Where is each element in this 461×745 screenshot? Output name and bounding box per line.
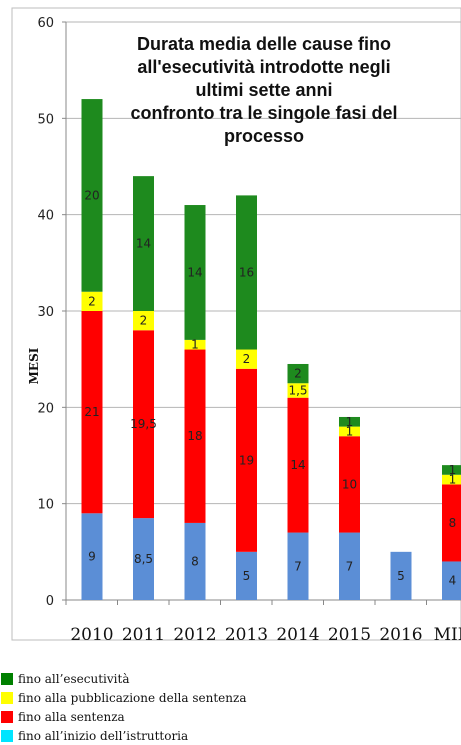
x-tick-label: 2013 — [225, 625, 268, 645]
data-label: 1 — [449, 463, 457, 477]
legend-label: fino alla sentenza — [18, 710, 125, 724]
bar-segment — [236, 551, 257, 600]
bar-segment — [236, 195, 257, 350]
data-label: 20 — [84, 188, 99, 202]
x-tick-label: 2010 — [70, 625, 113, 645]
y-tick-label: 10 — [37, 498, 54, 513]
bar-segment — [133, 176, 154, 311]
bar-segment — [339, 532, 360, 600]
grid-layer — [66, 21, 461, 505]
chart-title: Durata media delle cause fino all'esecuti… — [130, 34, 397, 146]
bar-segment — [287, 383, 309, 398]
data-label: 19 — [239, 453, 254, 467]
legend-label: fino all’esecutività — [18, 672, 129, 686]
legend-swatch — [1, 711, 13, 723]
data-label: 1 — [449, 473, 457, 487]
bar-segment — [442, 561, 461, 600]
bar-segment — [236, 349, 257, 369]
data-label: 4 — [449, 574, 457, 588]
data-label: 10 — [342, 477, 357, 491]
x-tick-label: 2015 — [328, 625, 371, 645]
data-label: 14 — [290, 458, 305, 472]
data-labels-layer: 9212208,519,52148181145192167141,5271011… — [84, 188, 456, 587]
bars-layer — [81, 99, 461, 600]
bar-segment — [287, 532, 309, 600]
chart-title-line: confronto tra le singole fasi del — [130, 103, 397, 123]
bar-segment — [81, 311, 103, 514]
legend-swatch — [1, 730, 13, 742]
bar-segment — [133, 311, 154, 331]
data-label: 2 — [243, 352, 251, 366]
y-tick-label: 50 — [37, 112, 54, 127]
bar-segment — [236, 368, 257, 552]
legend: fino all’esecutività fino alla pubblicazi… — [1, 672, 246, 743]
data-label: 1,5 — [288, 383, 307, 397]
data-label: 7 — [294, 559, 302, 573]
data-label: 2 — [88, 294, 96, 308]
chart-title-line: ultimi sette anni — [195, 80, 332, 100]
y-tick-label: 30 — [37, 305, 54, 320]
bar-segment — [133, 330, 154, 519]
data-label: 2 — [294, 367, 302, 381]
bar-segment — [390, 551, 412, 600]
bar-segment — [287, 363, 309, 384]
data-label: 5 — [243, 569, 251, 583]
x-tick-label: MID — [434, 625, 461, 645]
legend-swatch — [1, 692, 13, 704]
data-label: 1 — [191, 338, 199, 352]
bar-segment — [339, 436, 360, 533]
bar-segment — [184, 522, 206, 600]
chart-title-line: Durata media delle cause fino — [137, 34, 391, 54]
data-label: 16 — [239, 265, 254, 279]
data-label: 19,5 — [130, 417, 157, 431]
y-tick-label: 40 — [37, 209, 54, 224]
x-tick-label: 2014 — [276, 625, 319, 645]
data-label: 21 — [84, 405, 99, 419]
data-label: 14 — [136, 237, 151, 251]
chart-title-line: processo — [224, 126, 304, 146]
chart-title-line: all'esecutività introdotte negli — [137, 57, 390, 77]
data-label: 8 — [449, 516, 457, 530]
bar-segment — [184, 339, 206, 350]
legend-swatch — [1, 673, 13, 685]
y-axis-label: MESI — [27, 347, 41, 384]
data-label: 7 — [346, 559, 354, 573]
bar-segment — [81, 291, 103, 311]
bar-segment — [81, 513, 103, 600]
data-label: 1 — [346, 415, 354, 429]
data-label: 9 — [88, 550, 96, 564]
bar-segment — [184, 205, 206, 340]
bar-segment — [133, 518, 154, 600]
bar-segment — [81, 99, 103, 292]
bar-segment — [442, 474, 461, 485]
data-label: 2 — [140, 314, 148, 328]
data-label: 8,5 — [134, 552, 153, 566]
y-tick-label: 20 — [37, 401, 54, 416]
data-label: 5 — [397, 569, 405, 583]
data-label: 18 — [187, 429, 202, 443]
bar-segment — [339, 416, 360, 427]
data-label: 14 — [187, 265, 202, 279]
y-tick-label: 0 — [46, 594, 54, 609]
x-tick-label: 2011 — [122, 625, 165, 645]
legend-label: fino alla pubblicazione della sentenza — [18, 691, 246, 705]
x-tick-label: 2012 — [173, 625, 216, 645]
data-label: 1 — [346, 424, 354, 438]
bar-segment — [184, 349, 206, 523]
bar-segment — [287, 397, 309, 533]
y-tick-label: 60 — [37, 16, 54, 31]
x-tick-label: 2016 — [379, 625, 422, 645]
bar-segment — [442, 465, 461, 475]
bar-segment — [442, 484, 461, 562]
legend-label: fino all’inizio dell’istruttoria — [18, 729, 188, 743]
bar-segment — [339, 426, 360, 437]
data-label: 8 — [191, 554, 199, 568]
